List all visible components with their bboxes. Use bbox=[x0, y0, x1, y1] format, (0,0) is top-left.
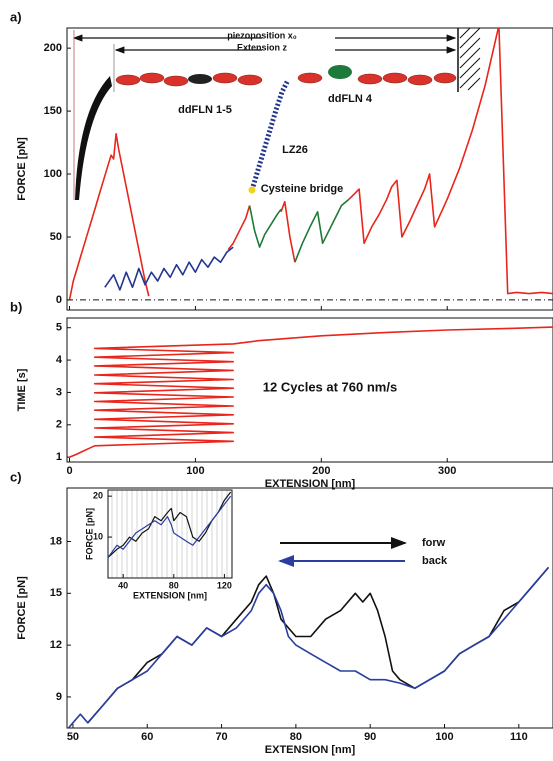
y-tick-label: 4 bbox=[56, 354, 63, 366]
y-axis-label: FORCE [pN] bbox=[84, 508, 94, 560]
schematic bbox=[72, 27, 481, 200]
x-tick-label: 110 bbox=[510, 731, 528, 743]
legend-label: forw bbox=[422, 537, 446, 549]
annotation: 12 Cycles at 760 nm/s bbox=[263, 379, 397, 394]
series-group bbox=[67, 566, 550, 728]
annotation: Extension z bbox=[237, 42, 288, 52]
y-tick-label: 150 bbox=[44, 105, 62, 117]
data-line bbox=[104, 246, 234, 291]
y-axis-label: FORCE [pN] bbox=[16, 576, 28, 640]
y-tick-label: 2 bbox=[56, 419, 62, 431]
y-tick-label: 50 bbox=[50, 231, 62, 243]
y-tick-label: 1 bbox=[56, 451, 62, 463]
x-tick-label: 80 bbox=[290, 731, 302, 743]
panel-label: b) bbox=[10, 299, 22, 314]
annotation: Cysteine bridge bbox=[261, 183, 344, 195]
legend-label: back bbox=[422, 555, 448, 567]
x-tick-label: 70 bbox=[215, 731, 227, 743]
series-group bbox=[69, 326, 553, 458]
x-tick-label: 100 bbox=[186, 465, 204, 477]
y-tick-label: 0 bbox=[56, 294, 62, 306]
plot-frame bbox=[66, 317, 553, 463]
x-tick-label: 80 bbox=[169, 580, 179, 590]
data-line bbox=[108, 495, 232, 558]
series-group bbox=[68, 28, 553, 301]
x-axis-label: EXTENSION [nm] bbox=[265, 744, 356, 756]
data-line bbox=[67, 566, 550, 728]
annotation: piezoposition x₀ bbox=[227, 30, 297, 40]
y-axis-label: TIME [s] bbox=[16, 368, 28, 411]
y-tick-label: 5 bbox=[56, 322, 62, 334]
y-tick-label: 9 bbox=[56, 691, 62, 703]
plot-frame bbox=[66, 487, 553, 729]
data-line bbox=[68, 28, 553, 301]
annotation: LZ26 bbox=[282, 144, 308, 156]
y-tick-label: 200 bbox=[44, 42, 62, 54]
y-axis-label: FORCE [pN] bbox=[16, 137, 28, 201]
data-line bbox=[248, 198, 350, 263]
panel-label: c) bbox=[10, 469, 22, 484]
plot-frame bbox=[66, 27, 553, 311]
y-tick-label: 3 bbox=[56, 386, 62, 398]
plot-frame bbox=[107, 489, 233, 579]
x-axis-label: EXTENSION [nm] bbox=[133, 590, 207, 600]
panel-label: a) bbox=[10, 9, 22, 24]
y-tick-label: 10 bbox=[93, 531, 103, 541]
x-tick-label: 60 bbox=[141, 731, 153, 743]
inset-background bbox=[108, 490, 232, 578]
y-tick-label: 18 bbox=[50, 535, 62, 547]
data-line bbox=[69, 326, 553, 458]
x-tick-label: 0 bbox=[66, 465, 72, 477]
x-tick-label: 100 bbox=[435, 731, 453, 743]
x-tick-label: 120 bbox=[217, 580, 232, 590]
annotation: ddFLN 1-5 bbox=[178, 104, 232, 116]
y-tick-label: 20 bbox=[93, 491, 103, 501]
x-tick-label: 40 bbox=[118, 580, 128, 590]
x-tick-label: 90 bbox=[364, 731, 376, 743]
y-tick-label: 100 bbox=[44, 168, 62, 180]
x-tick-label: 50 bbox=[67, 731, 79, 743]
y-tick-label: 12 bbox=[50, 639, 62, 651]
series-group bbox=[108, 491, 232, 558]
x-tick-label: 200 bbox=[312, 465, 330, 477]
y-tick-label: 15 bbox=[50, 587, 62, 599]
x-tick-label: 300 bbox=[438, 465, 456, 477]
annotation: ddFLN 4 bbox=[328, 93, 373, 105]
x-axis-label: EXTENSION [nm] bbox=[265, 478, 356, 490]
